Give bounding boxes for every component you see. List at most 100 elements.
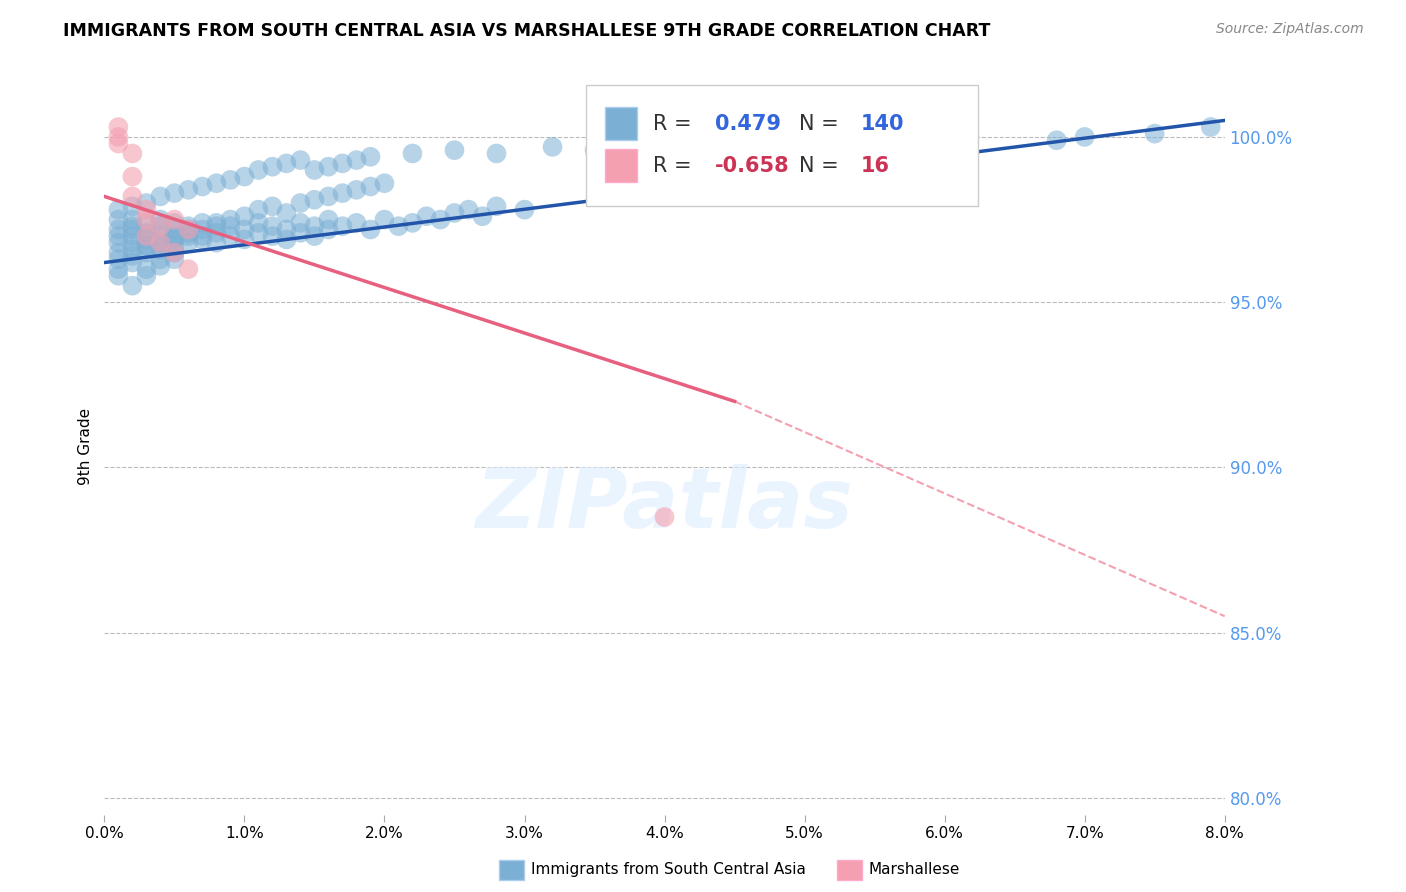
Point (373, 176, 395, 190)
Point (276, 232, 298, 246)
Point (471, 209, 494, 223)
Point (1199, 120, 1222, 134)
Point (149, 219, 172, 234)
Point (107, 222, 129, 236)
Point (191, 222, 214, 236)
Point (304, 193, 326, 207)
Point (262, 219, 284, 234)
Point (107, 252, 129, 267)
Point (654, 136, 676, 151)
Point (359, 222, 381, 236)
Point (219, 219, 242, 234)
Point (247, 226, 270, 240)
Point (346, 216, 368, 230)
Point (107, 229, 129, 244)
Point (485, 146, 508, 161)
Point (276, 156, 298, 170)
Point (373, 212, 395, 227)
Point (135, 262, 157, 277)
Point (177, 222, 200, 236)
Point (318, 222, 340, 236)
Point (135, 196, 157, 211)
Point (191, 232, 214, 246)
Text: ZIPatlas: ZIPatlas (475, 465, 853, 545)
Point (163, 232, 186, 246)
Point (723, 140, 745, 154)
Point (149, 219, 172, 234)
Point (163, 222, 186, 236)
Point (121, 189, 143, 203)
Text: Marshallese: Marshallese (869, 863, 960, 877)
Point (135, 239, 157, 253)
Point (262, 160, 284, 174)
Point (934, 133, 956, 147)
Point (107, 268, 129, 283)
Point (121, 235, 143, 250)
Point (191, 229, 214, 244)
Point (626, 140, 648, 154)
Point (205, 226, 228, 240)
Point (135, 216, 157, 230)
Point (332, 156, 354, 170)
Point (149, 235, 172, 250)
Point (135, 239, 157, 253)
Text: -0.658: -0.658 (716, 156, 790, 176)
Point (149, 189, 172, 203)
Point (332, 219, 354, 234)
Point (359, 150, 381, 164)
Point (233, 222, 256, 236)
Point (443, 206, 465, 220)
Point (429, 212, 451, 227)
Point (177, 229, 200, 244)
Point (107, 212, 129, 227)
Point (359, 179, 381, 194)
Point (121, 249, 143, 263)
Point (304, 229, 326, 244)
Point (219, 173, 242, 187)
Point (149, 229, 172, 244)
Point (276, 222, 298, 236)
Text: R =: R = (654, 114, 692, 134)
Point (163, 232, 186, 246)
Point (318, 160, 340, 174)
Point (163, 216, 186, 230)
Point (149, 235, 172, 250)
Text: IMMIGRANTS FROM SOUTH CENTRAL ASIA VS MARSHALLESE 9TH GRADE CORRELATION CHART: IMMIGRANTS FROM SOUTH CENTRAL ASIA VS MA… (63, 22, 991, 40)
Point (121, 212, 143, 227)
Point (304, 219, 326, 234)
Point (121, 199, 143, 213)
Point (149, 252, 172, 267)
Point (583, 143, 606, 157)
Text: 16: 16 (860, 156, 890, 176)
Point (318, 189, 340, 203)
Point (513, 202, 536, 217)
Point (205, 235, 228, 250)
Y-axis label: 9th Grade: 9th Grade (79, 408, 93, 484)
Point (163, 245, 186, 260)
Text: Immigrants from South Central Asia: Immigrants from South Central Asia (531, 863, 807, 877)
Point (107, 202, 129, 217)
Point (1073, 130, 1095, 145)
Point (135, 229, 157, 244)
Point (163, 186, 186, 201)
Point (346, 153, 368, 167)
Point (177, 219, 200, 234)
Text: N =: N = (799, 156, 839, 176)
Point (415, 209, 437, 223)
Point (1143, 127, 1166, 141)
Point (247, 163, 270, 178)
Point (177, 183, 200, 197)
Point (233, 232, 256, 246)
Point (149, 212, 172, 227)
FancyBboxPatch shape (605, 107, 637, 140)
Point (401, 146, 423, 161)
Text: Source: ZipAtlas.com: Source: ZipAtlas.com (1216, 22, 1364, 37)
Point (219, 229, 242, 244)
Point (793, 136, 815, 151)
Point (290, 196, 312, 211)
Point (1046, 133, 1069, 147)
Point (863, 136, 886, 151)
Text: 0.479: 0.479 (716, 114, 780, 134)
Point (121, 278, 143, 293)
Point (443, 143, 465, 157)
